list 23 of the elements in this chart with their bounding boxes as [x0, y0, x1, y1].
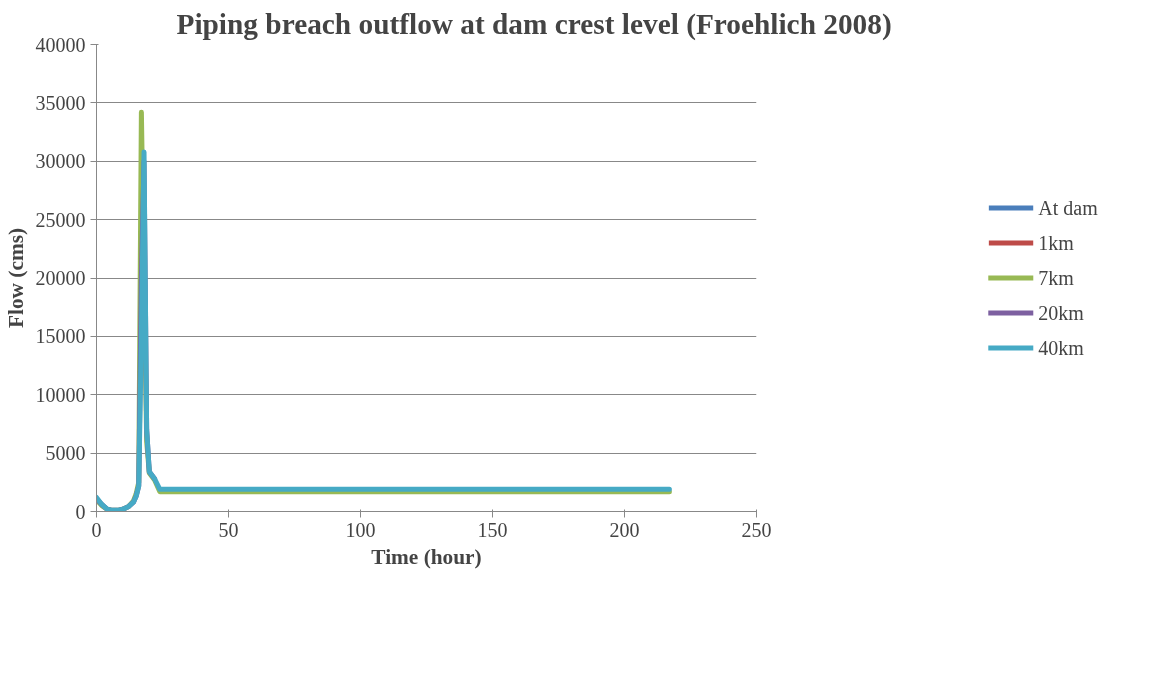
x-tick-label: 0	[91, 518, 102, 541]
x-axis-title: Time (hour)	[371, 544, 482, 569]
y-axis-title: Flow (cms)	[3, 227, 28, 329]
y-tick-label: 10000	[35, 383, 86, 406]
y-tick-label: 30000	[35, 150, 86, 173]
y-tick-label: 15000	[35, 325, 86, 348]
legend-label: 20km	[1038, 301, 1084, 324]
legend-label: At dam	[1038, 196, 1098, 219]
x-tick-label: 150	[477, 518, 508, 541]
chart-title: Piping breach outflow at dam crest level (Froehlich 2008)	[176, 7, 892, 41]
legend-label: 1km	[1038, 231, 1074, 254]
y-tick-label: 25000	[35, 208, 86, 231]
x-tick-label: 200	[609, 518, 640, 541]
legend-label: 40km	[1038, 336, 1084, 359]
y-tick-label: 40000	[35, 33, 86, 56]
y-tick-label: 35000	[35, 91, 86, 114]
y-tick-label: 0	[75, 500, 86, 523]
x-tick-label: 250	[741, 518, 772, 541]
y-tick-label: 20000	[35, 267, 86, 289]
x-tick-label: 50	[218, 518, 239, 541]
y-tick-label: 5000	[45, 442, 86, 465]
x-tick-label: 100	[345, 518, 376, 541]
legend-label: 7km	[1038, 266, 1074, 289]
